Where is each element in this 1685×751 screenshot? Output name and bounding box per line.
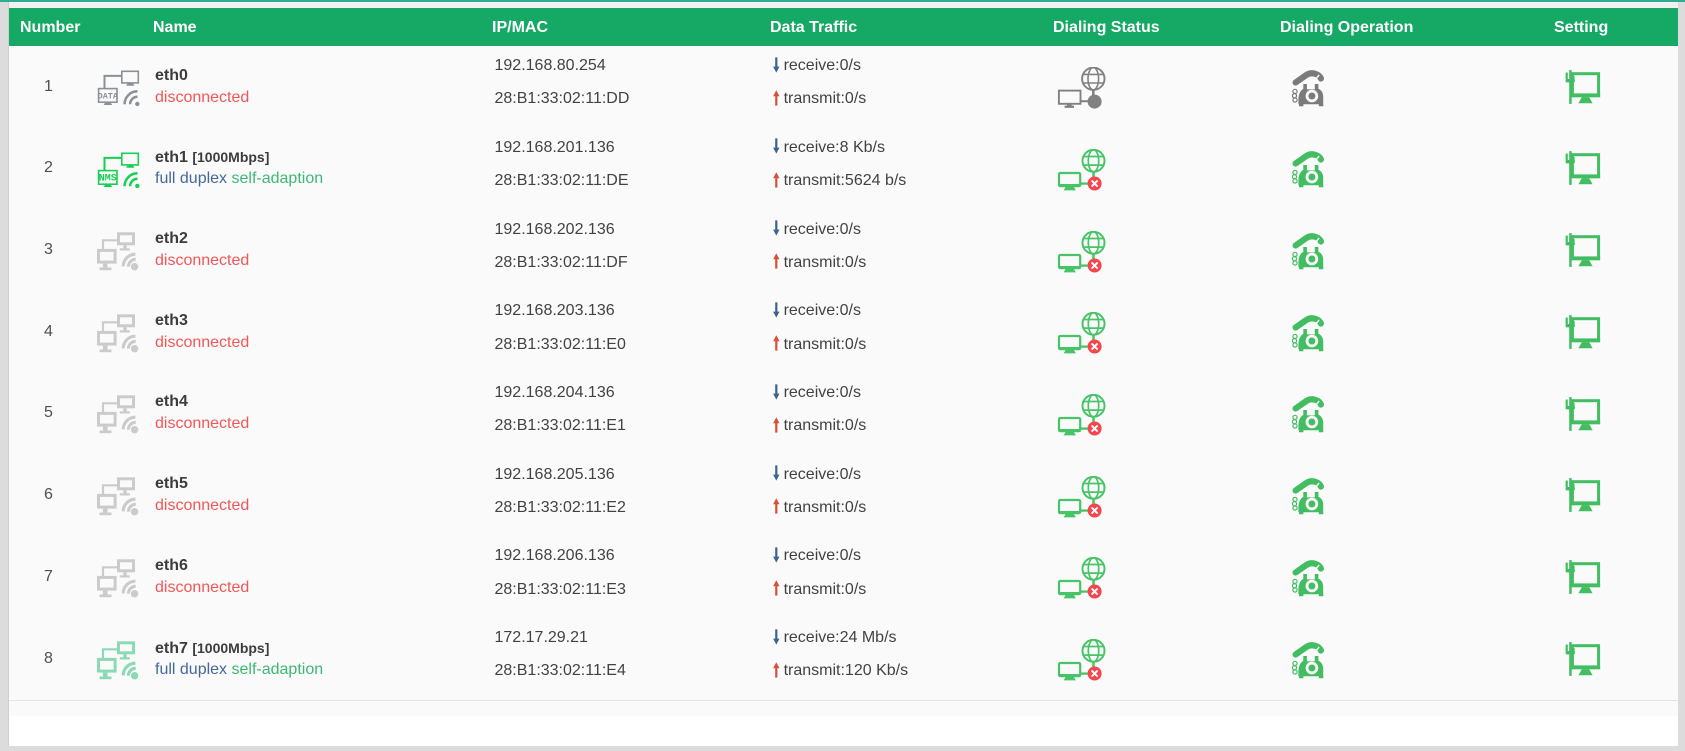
svg-text:DATA: DATA [97, 91, 118, 101]
svg-text:NMS: NMS [98, 173, 116, 184]
